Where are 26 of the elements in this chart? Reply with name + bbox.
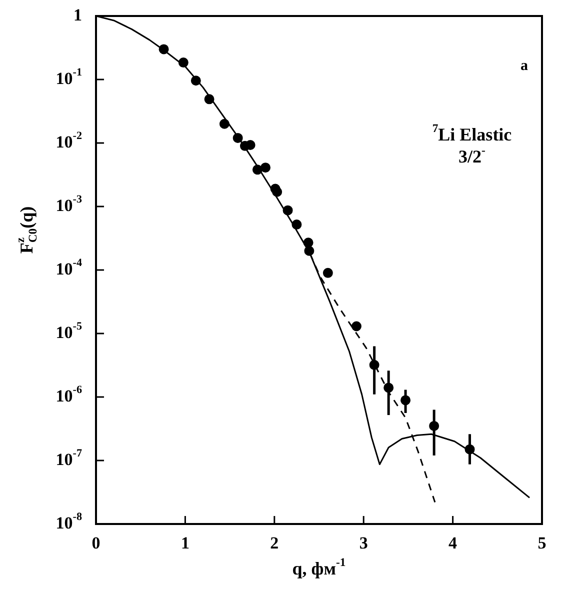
y-axis-title: FzC0(q): [14, 206, 40, 254]
point: [322, 268, 333, 278]
point: [272, 186, 282, 197]
x-tick-label: 4: [448, 533, 458, 552]
x-tick-label: 0: [92, 533, 100, 552]
point: [178, 58, 188, 68]
point: [190, 76, 201, 86]
point: [292, 220, 302, 230]
point: [245, 140, 256, 150]
x-tick-label: 2: [270, 533, 279, 552]
x-tick-label: 5: [538, 533, 546, 552]
point: [219, 118, 230, 129]
annotation: a: [520, 58, 528, 74]
point: [260, 162, 270, 173]
point: [351, 321, 362, 332]
point: [158, 44, 169, 54]
x-tick-label: 1: [180, 533, 190, 552]
y-tick-label: 1: [74, 5, 82, 24]
point: [252, 164, 262, 175]
point: [304, 246, 314, 256]
x-tick-label: 3: [359, 533, 368, 552]
point: [303, 238, 314, 248]
annotation: 3/2-: [458, 144, 486, 167]
point: [204, 94, 214, 104]
point: [232, 132, 243, 143]
point: [282, 205, 293, 216]
